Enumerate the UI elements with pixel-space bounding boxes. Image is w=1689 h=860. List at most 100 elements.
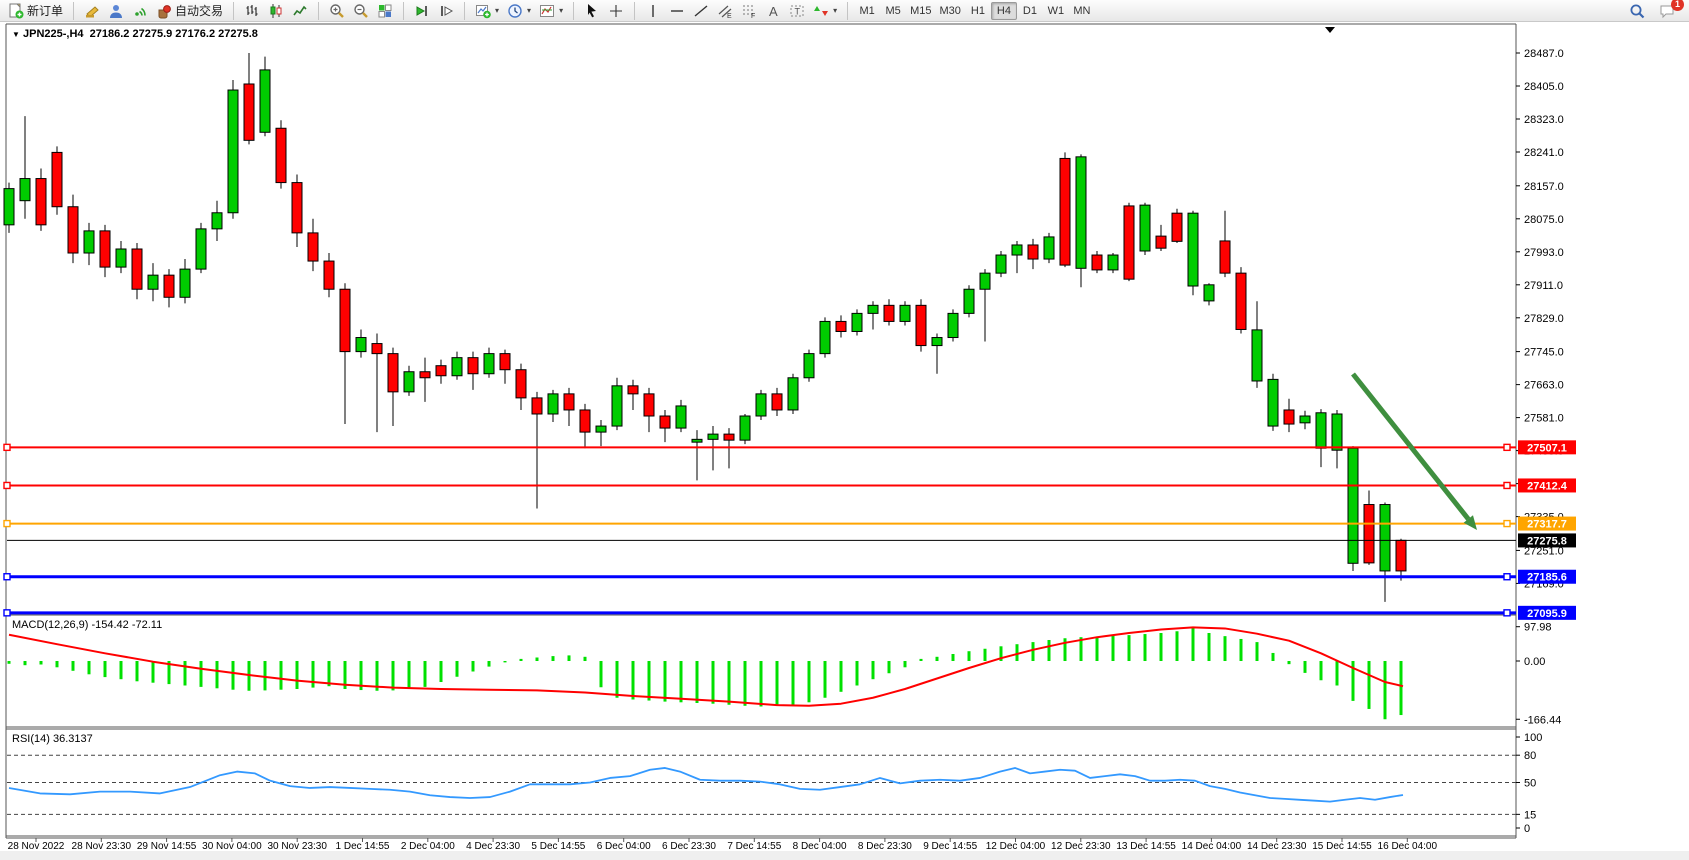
line-handle[interactable] xyxy=(1503,609,1511,617)
seal-button[interactable] xyxy=(80,1,104,21)
line-handle[interactable] xyxy=(1503,519,1511,528)
horizontal-line-button[interactable] xyxy=(665,1,689,21)
date-axis-label: 13 Dec 14:55 xyxy=(1116,841,1176,852)
vertical-line-button[interactable] xyxy=(641,1,665,21)
candle-body xyxy=(195,228,207,270)
template-icon xyxy=(539,3,555,19)
line-chart-button[interactable] xyxy=(288,1,312,21)
price-level-badge-text: 27095.9 xyxy=(1527,608,1567,620)
chevron-down-icon[interactable]: ▾ xyxy=(527,6,532,15)
trend-line-button[interactable] xyxy=(689,1,713,21)
zoom-out-button[interactable] xyxy=(349,1,373,21)
chevron-down-icon[interactable]: ▾ xyxy=(559,6,564,15)
timeframe-h4[interactable]: H4 xyxy=(990,1,1017,20)
chart-shift-icon xyxy=(438,3,454,19)
chart-window[interactable]: 28487.0 28405.0 28323.0 28241.0 28157.0 28075… xyxy=(0,22,1689,860)
tile-windows-button[interactable] xyxy=(373,1,397,21)
candle-body xyxy=(771,393,783,411)
line-handle[interactable] xyxy=(1503,443,1511,452)
candle-body xyxy=(723,433,735,441)
candle-body xyxy=(947,312,959,339)
candle-body xyxy=(1267,378,1279,427)
candle-body xyxy=(739,415,751,441)
toolbar-separator xyxy=(841,1,849,20)
line-handle[interactable] xyxy=(1503,573,1511,581)
timeframe-mn[interactable]: MN xyxy=(1073,4,1091,17)
price-level-badge xyxy=(1518,516,1576,531)
candle-body xyxy=(787,377,799,411)
candle-body xyxy=(611,385,623,427)
candle-body xyxy=(499,353,511,371)
timeframe-d1[interactable]: D1 xyxy=(1022,4,1037,17)
search-button[interactable] xyxy=(1625,1,1649,21)
timeframe-m5[interactable]: M5 xyxy=(885,4,901,17)
template-button[interactable]: ▾ xyxy=(535,1,567,21)
timeframe-w1[interactable]: W1 xyxy=(1047,4,1065,17)
fibonacci-button[interactable]: F xyxy=(737,1,761,21)
timeframe-m1[interactable]: M1 xyxy=(859,4,875,17)
trend-line-icon xyxy=(693,3,709,19)
toolbar-right: 1 xyxy=(1625,0,1685,21)
chevron-down-icon[interactable]: ▾ xyxy=(495,6,500,15)
chart-canvas[interactable]: 28487.0 28405.0 28323.0 28241.0 28157.0 28075… xyxy=(0,22,1689,860)
timeframe-m15[interactable]: M15 xyxy=(910,4,932,17)
line-handle[interactable] xyxy=(3,573,11,581)
autotrade-button[interactable]: 自动交易 xyxy=(152,1,227,21)
arrows-button[interactable]: ▾ xyxy=(809,1,841,21)
candle-body xyxy=(803,353,815,379)
chevron-down-icon[interactable]: ▾ xyxy=(833,6,838,15)
rsi-axis-label: 15 xyxy=(1524,809,1536,821)
chart-shift-marker[interactable] xyxy=(1325,27,1335,33)
candle-body xyxy=(531,397,543,415)
candle-body xyxy=(1331,413,1343,451)
candle-body xyxy=(1139,204,1151,252)
price-axis-label: 27581.0 xyxy=(1524,413,1564,425)
cursor-button[interactable] xyxy=(580,1,604,21)
date-axis-label: 28 Nov 23:30 xyxy=(72,841,132,852)
equidistant-channel-button[interactable]: E xyxy=(713,1,737,21)
date-axis-label: 14 Dec 23:30 xyxy=(1247,841,1307,852)
line-handle[interactable] xyxy=(3,443,11,452)
candle-body xyxy=(451,357,463,377)
new-order-icon xyxy=(8,3,24,19)
date-axis-label: 16 Dec 04:00 xyxy=(1378,841,1438,852)
scroll-to-end-button[interactable] xyxy=(410,1,434,21)
candle-body xyxy=(483,353,495,375)
bar-chart-button[interactable] xyxy=(240,1,264,21)
rsi-line xyxy=(8,767,1404,803)
svg-text:E: E xyxy=(727,13,732,19)
svg-text:A: A xyxy=(769,4,778,19)
timeframe-m30[interactable]: M30 xyxy=(939,4,961,17)
price-level-badge xyxy=(1518,440,1576,455)
date-axis-label: 7 Dec 14:55 xyxy=(727,841,781,852)
period-button[interactable]: ▾ xyxy=(503,1,535,21)
candle-body xyxy=(675,405,687,429)
line-handle[interactable] xyxy=(3,519,11,528)
trend-arrow[interactable] xyxy=(1351,372,1471,521)
price-level-badge xyxy=(1518,533,1576,548)
timeframe-h1[interactable]: H1 xyxy=(970,4,985,17)
line-handle[interactable] xyxy=(1503,481,1511,490)
candle-body xyxy=(147,274,159,290)
line-handle[interactable] xyxy=(3,481,11,490)
add-indicator-button[interactable]: ▾ xyxy=(471,1,503,21)
new-order-button[interactable]: 新订单 xyxy=(4,1,67,21)
candle-chart-button[interactable] xyxy=(264,1,288,21)
chart-shift-button[interactable] xyxy=(434,1,458,21)
toolbar-separator xyxy=(628,1,636,20)
candle-body xyxy=(835,320,847,332)
chat-button[interactable]: 1 xyxy=(1655,0,1684,21)
zoom-in-button[interactable] xyxy=(325,1,349,21)
crosshair-button[interactable] xyxy=(604,1,628,21)
date-axis-label: 6 Dec 23:30 xyxy=(662,841,716,852)
text-label-button[interactable]: T xyxy=(785,1,809,21)
candle-body xyxy=(163,274,175,298)
profile-button[interactable] xyxy=(104,1,128,21)
candle-body xyxy=(931,337,943,347)
text-button[interactable]: A xyxy=(761,1,785,21)
line-handle[interactable] xyxy=(3,609,11,617)
candle-body xyxy=(275,127,287,184)
signals-button[interactable] xyxy=(128,1,152,21)
candle-body xyxy=(579,409,591,433)
price-axis-label: 27829.0 xyxy=(1524,313,1564,325)
